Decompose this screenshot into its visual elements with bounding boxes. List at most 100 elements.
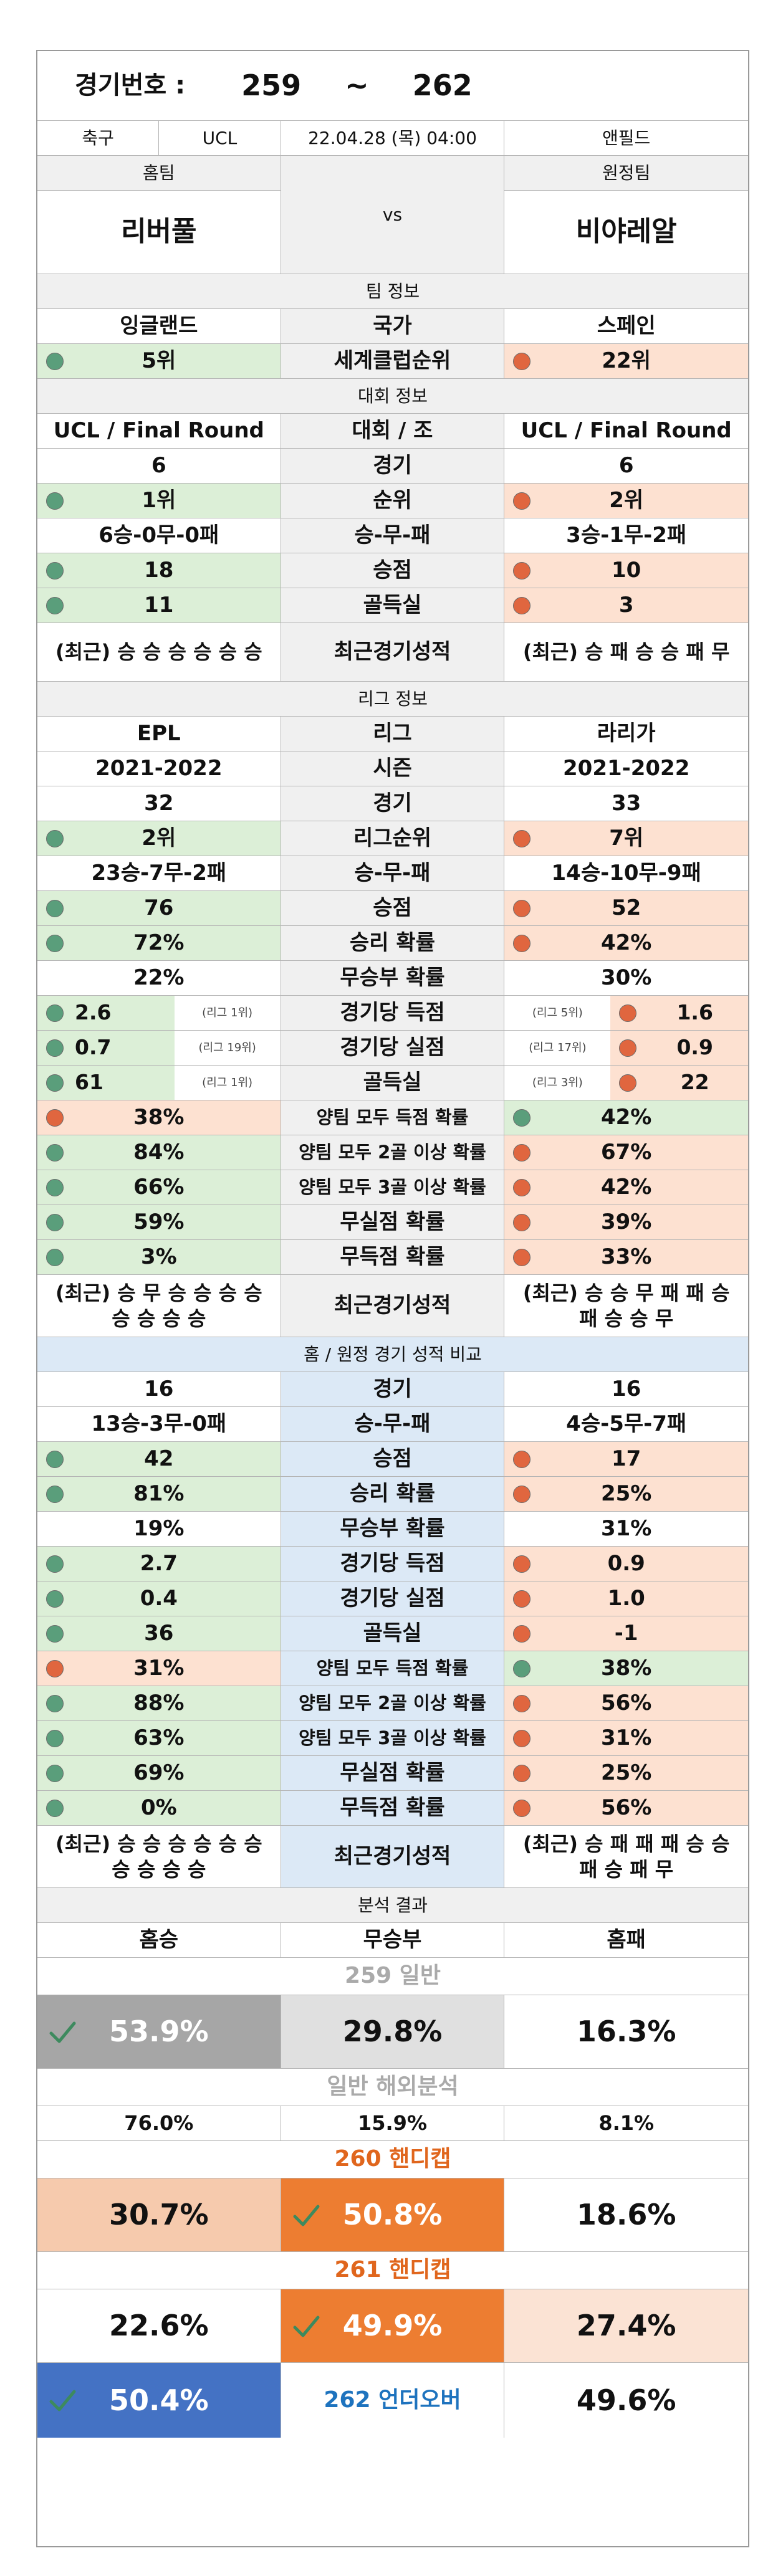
- home-indicator-dot: [46, 492, 64, 510]
- comp_info-label-2: 순위: [281, 484, 505, 518]
- league_info-label-2: 경기: [281, 786, 505, 821]
- team_info-home-0: 잉글랜드: [37, 309, 281, 343]
- home-indicator-dot: [46, 561, 64, 580]
- home-value: 2.6: [75, 1000, 112, 1025]
- match-info-row: 축구 UCL 22.04.28 (목) 04:00 앤필드: [37, 121, 748, 156]
- league_info-label-5: 승점: [281, 891, 505, 925]
- league_info-away-11: 42%: [504, 1100, 748, 1135]
- g262-over: 49.6%: [576, 2383, 676, 2417]
- match-number-tilde: ~: [345, 69, 369, 103]
- homeaway-row-0: 16 경기 16: [37, 1372, 748, 1407]
- league_info-away-15: 33%: [504, 1240, 748, 1274]
- homeaway-home-11: 69%: [37, 1756, 281, 1790]
- comp_info-away-2: 2위: [504, 484, 748, 518]
- comp_info-row-3: 6승-0무-0패 승-무-패 3승-1무-2패: [37, 518, 748, 553]
- league_info-home-12: 84%: [37, 1135, 281, 1170]
- away-indicator-dot: [619, 1039, 637, 1057]
- away-indicator-dot: [513, 561, 531, 580]
- vs-label: vs: [281, 156, 505, 274]
- away-indicator-dot: [513, 899, 531, 917]
- home-indicator-dot: [46, 1659, 64, 1677]
- analysis-cols: 홈승 무승부 홈패: [37, 1923, 748, 1958]
- home-indicator-dot: [46, 1178, 64, 1196]
- g259-row-0: 53.9%: [37, 1995, 281, 2068]
- league_info-home-4: 23승-7무-2패: [37, 856, 281, 890]
- away-indicator-dot: [513, 1143, 531, 1162]
- comp_info-home-1: 6: [37, 449, 281, 483]
- home-indicator-dot: [46, 1109, 64, 1127]
- league_info-row-7: 22% 무승부 확률 30%: [37, 961, 748, 996]
- league_info-home-5: 76: [37, 891, 281, 925]
- homeaway-row-6: 0.4 경기당 실점 1.0: [37, 1581, 748, 1616]
- league_info-away-9: (리그 17위) 0.9: [504, 1031, 748, 1065]
- homeaway-away-8: 38%: [504, 1651, 748, 1686]
- comp_info-label-4: 승점: [281, 553, 505, 588]
- homeaway-row-12: 0% 무득점 확률 56%: [37, 1791, 748, 1826]
- comp_info-away-6: (최근) 승 패 승 승 패 무: [522, 640, 730, 664]
- homeaway-away-10: 31%: [504, 1721, 748, 1755]
- team-info-title: 팀 정보: [37, 274, 748, 309]
- match-number-label: 경기번호 :: [75, 70, 186, 100]
- analysis-title: 분석 결과: [37, 1888, 748, 1923]
- check-icon: [293, 2205, 320, 2226]
- league_info-label-13: 양팀 모두 3골 이상 확률: [281, 1170, 505, 1205]
- league_info-label-4: 승-무-패: [281, 856, 505, 890]
- homeaway-home-3: 81%: [37, 1477, 281, 1511]
- homeaway-row-11: 69% 무실점 확률 25%: [37, 1756, 748, 1791]
- home-indicator-dot: [46, 1143, 64, 1162]
- homeaway-home-0: 16: [37, 1372, 281, 1406]
- overseas-row-0: 76.0%: [37, 2106, 281, 2140]
- team_info-label-1: 세계클럽순위: [281, 344, 505, 378]
- away-indicator-dot: [513, 1590, 531, 1608]
- league_info-label-10: 골득실: [281, 1066, 505, 1100]
- home-team-name: 리버풀: [121, 216, 197, 248]
- col-home-loss: 홈패: [607, 1927, 646, 1952]
- comp_info-label-1: 경기: [281, 449, 505, 483]
- home-indicator-dot: [46, 1590, 64, 1608]
- homeaway-label-3: 승리 확률: [281, 1477, 505, 1511]
- league_info-label-16: 최근경기성적: [281, 1275, 505, 1337]
- league_info-home-15: 3%: [37, 1240, 281, 1274]
- comp_info-label-5: 골득실: [281, 588, 505, 623]
- league_info-label-0: 리그: [281, 717, 505, 751]
- homeaway-label-7: 골득실: [281, 1616, 505, 1651]
- away-indicator-dot: [513, 1694, 531, 1712]
- away-indicator-dot: [513, 352, 531, 370]
- g262-label: 262 언더오버: [281, 2363, 505, 2438]
- team_info-away-0: 스페인: [597, 313, 656, 338]
- stat-with-rank: 61 (리그 1위): [37, 1066, 281, 1100]
- homeaway-row-2: 42 승점 17: [37, 1442, 748, 1477]
- homeaway-row-3: 81% 승리 확률 25%: [37, 1477, 748, 1512]
- homeaway-home-4: 19%: [37, 1512, 281, 1546]
- homeaway-row-7: 36 골득실 -1: [37, 1616, 748, 1651]
- overseas-label: 일반 해외분석: [327, 2074, 459, 2100]
- homeaway-label-10: 양팀 모두 3골 이상 확률: [281, 1721, 505, 1755]
- homeaway-home-1: 13승-3무-0패: [37, 1407, 281, 1441]
- league_info-label-14: 무실점 확률: [281, 1205, 505, 1239]
- home-indicator-dot: [46, 1799, 64, 1817]
- league_info-home-2: 32: [37, 786, 281, 821]
- league_info-away-5: 52: [504, 891, 748, 925]
- homeaway-away-5: 0.9: [504, 1547, 748, 1581]
- homeaway-label-9: 양팀 모두 2골 이상 확률: [281, 1686, 505, 1720]
- league_info-away-10: (리그 3위) 22: [504, 1066, 748, 1100]
- league_info-away-7: 30%: [600, 965, 652, 990]
- comp-info-title: 대회 정보: [37, 379, 748, 414]
- homeaway-label-13: 최근경기성적: [281, 1826, 505, 1887]
- g261-row: 22.6% 49.9% 27.4%: [37, 2289, 748, 2363]
- sport: 축구: [37, 121, 160, 155]
- homeaway-home-12: 0%: [37, 1791, 281, 1825]
- stat-with-rank: 2.6 (리그 1위): [37, 996, 281, 1030]
- league_info-row-4: 23승-7무-2패 승-무-패 14승-10무-9패: [37, 856, 748, 891]
- col-home-win: 홈승: [37, 1923, 281, 1957]
- homeaway-row-4: 19% 무승부 확률 31%: [37, 1512, 748, 1547]
- team_info-away-1: 22위: [504, 344, 748, 378]
- league_info-label-12: 양팀 모두 2골 이상 확률: [281, 1135, 505, 1170]
- g262-row: 50.4% 262 언더오버 49.6%: [37, 2363, 748, 2438]
- home-indicator-dot: [46, 1074, 64, 1092]
- league_info-row-8: 2.6 (리그 1위) 경기당 득점 (리그 5위) 1.6: [37, 996, 748, 1031]
- away-indicator-dot: [513, 829, 531, 847]
- league_info-row-9: 0.7 (리그 19위) 경기당 실점 (리그 17위) 0.9: [37, 1031, 748, 1066]
- league_info-home-10: 61 (리그 1위): [37, 1066, 281, 1100]
- g260-row: 30.7% 50.8% 18.6%: [37, 2178, 748, 2252]
